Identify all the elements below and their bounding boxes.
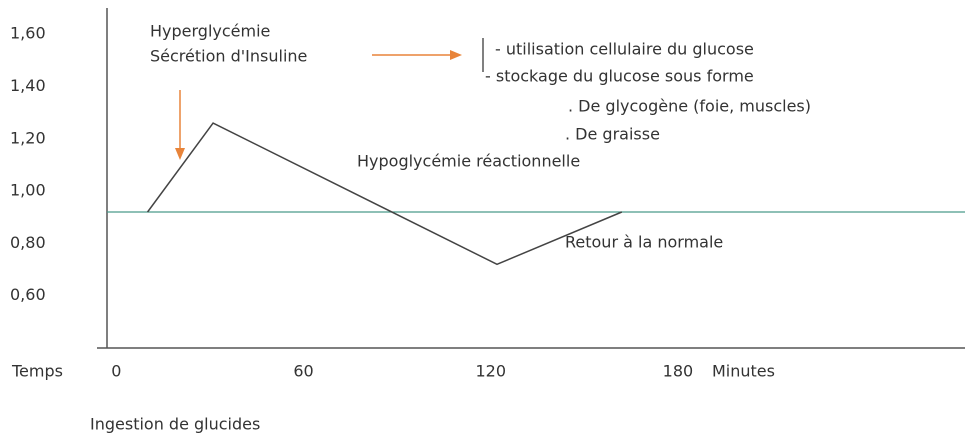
x-tick-label: 60 bbox=[293, 362, 313, 381]
caption: Ingestion de glucides bbox=[90, 415, 260, 434]
y-tick-label: 0,80 bbox=[10, 233, 46, 252]
annotation: Sécrétion d'Insuline bbox=[150, 47, 307, 66]
annotation: Retour à la normale bbox=[565, 233, 723, 252]
arrow-head bbox=[450, 50, 462, 60]
annotation: . De glycogène (foie, muscles) bbox=[568, 97, 811, 116]
y-tick-label: 0,60 bbox=[10, 285, 46, 304]
glycemia-line bbox=[146, 122, 623, 266]
annotation: Hypoglycémie réactionnelle bbox=[357, 152, 580, 171]
y-tick-label: 1,20 bbox=[10, 128, 46, 147]
x-tick-label: 180 bbox=[663, 362, 694, 381]
arrow-head bbox=[175, 148, 185, 160]
x-unit: Minutes bbox=[712, 362, 775, 381]
annotation: - stockage du glucose sous forme bbox=[485, 67, 754, 86]
x-axis-label: Temps bbox=[11, 362, 63, 381]
y-tick-label: 1,60 bbox=[10, 24, 46, 43]
annotation: Hyperglycémie bbox=[150, 22, 270, 41]
annotation: . De graisse bbox=[565, 125, 660, 144]
annotation: - utilisation cellulaire du glucose bbox=[495, 40, 754, 59]
y-tick-label: 1,00 bbox=[10, 181, 46, 200]
x-tick-label: 120 bbox=[475, 362, 506, 381]
x-tick-label: 0 bbox=[111, 362, 121, 381]
y-tick-label: 1,40 bbox=[10, 76, 46, 95]
